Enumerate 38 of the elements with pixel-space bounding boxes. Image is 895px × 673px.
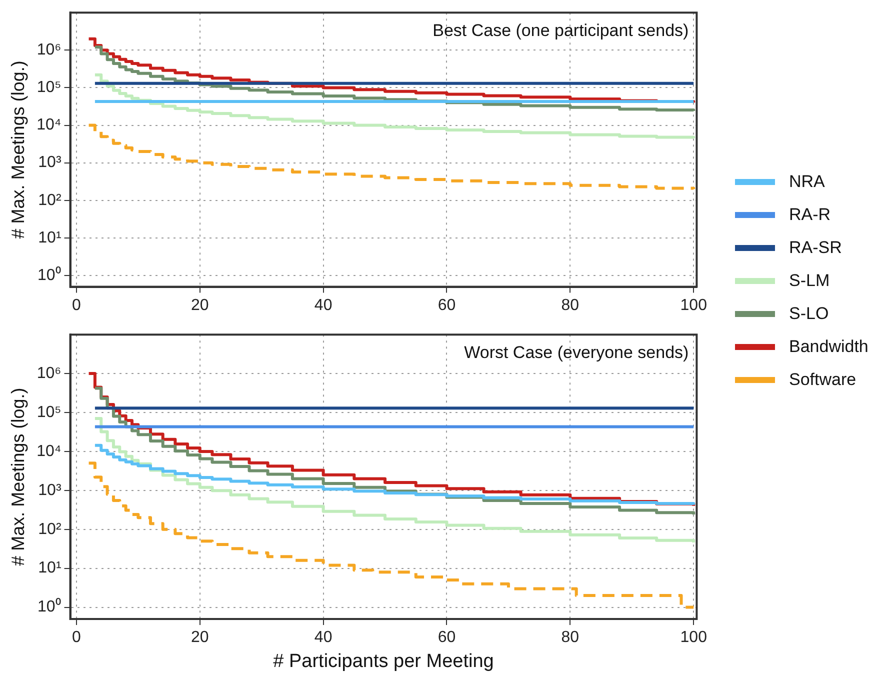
x-tick-label: 80 (561, 296, 580, 314)
legend-label: RA-SR (789, 238, 842, 258)
y-tick-label: 10⁵ (36, 79, 62, 96)
legend-label: S-LM (789, 270, 830, 290)
y-tick-label: 10⁴ (36, 116, 62, 134)
y-tick-label: 10² (38, 192, 62, 209)
legend-label: Bandwidth (789, 336, 868, 356)
x-tick-label: 80 (561, 629, 580, 646)
x-tick-label: 40 (314, 629, 332, 646)
y-tick-label: 10⁶ (36, 42, 62, 59)
y-tick-label: 10⁰ (37, 598, 62, 616)
y-tick-label: 10⁶ (36, 364, 62, 382)
x-tick-label: 20 (190, 296, 209, 314)
y-tick-label: 10² (38, 520, 62, 538)
x-tick-label: 60 (438, 629, 456, 646)
y-tick-label: 10³ (38, 154, 62, 172)
legend-label: S-LO (789, 304, 829, 324)
y-tick-label: 10¹ (38, 560, 62, 577)
y-tick-label: 10⁴ (36, 442, 62, 460)
x-tick-label: 100 (680, 629, 708, 646)
legend-label: NRA (789, 172, 825, 192)
x-tick-label: 20 (190, 629, 209, 646)
y-tick-label: 10⁰ (37, 266, 62, 284)
x-tick-label: 100 (680, 296, 708, 314)
x-tick-label: 60 (438, 296, 456, 314)
y-axis-title: # Max. Meetings (log.) (8, 60, 28, 239)
annotation: Best Case (one participant sends) (432, 20, 689, 40)
legend-label: Software (789, 370, 856, 390)
x-axis-title: # Participants per Meeting (273, 650, 494, 672)
x-tick-label: 0 (72, 296, 81, 314)
y-tick-label: 10¹ (38, 229, 62, 246)
y-tick-label: 10³ (38, 482, 62, 499)
annotation: Worst Case (everyone sends) (464, 342, 689, 362)
y-axis-title: # Max. Meetings (log.) (8, 388, 28, 566)
legend-label: RA-R (789, 204, 831, 224)
x-tick-label: 40 (314, 296, 332, 314)
y-tick-label: 10⁵ (36, 404, 62, 421)
x-tick-label: 0 (72, 629, 81, 646)
